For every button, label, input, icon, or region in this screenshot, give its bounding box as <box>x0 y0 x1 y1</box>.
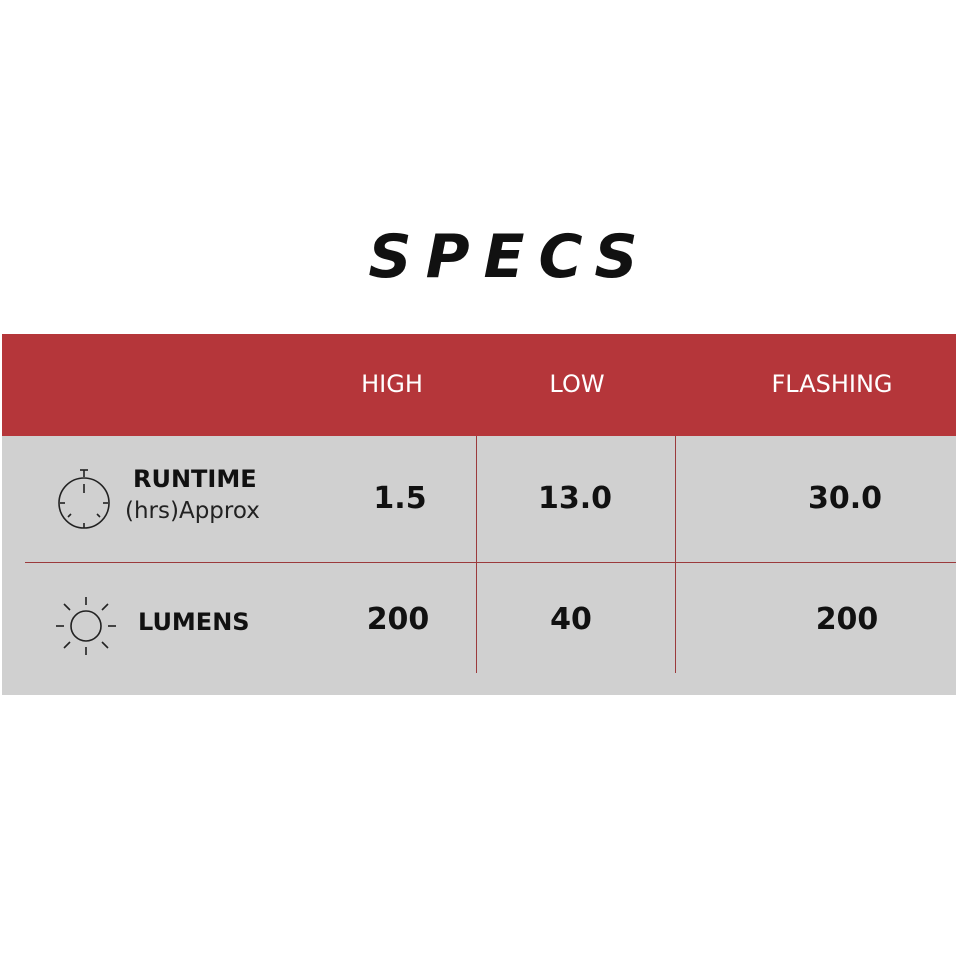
lumens-low-value: 40 <box>550 602 592 637</box>
runtime-low-value: 13.0 <box>537 481 613 516</box>
runtime-sublabel: (hrs)Approx <box>125 498 260 524</box>
lumens-label: LUMENS <box>138 608 250 636</box>
stopwatch-icon <box>58 469 110 529</box>
lumens-flashing-value: 200 <box>815 602 879 637</box>
column-divider <box>675 436 676 673</box>
table-body: RUNTIME (hrs)Approx 1.5 13.0 30.0 LUMENS… <box>2 436 956 695</box>
column-header-low: LOW <box>549 370 605 398</box>
column-header-high: HIGH <box>361 370 423 398</box>
row-divider <box>25 562 956 563</box>
runtime-flashing-value: 30.0 <box>807 481 883 516</box>
runtime-high-value: 1.5 <box>373 481 427 516</box>
runtime-label: RUNTIME <box>133 465 257 493</box>
page-title: SPECS <box>368 222 652 292</box>
table-header: HIGH LOW FLASHING <box>2 334 956 436</box>
column-divider <box>476 436 477 673</box>
lumens-high-value: 200 <box>366 602 430 637</box>
column-header-flashing: FLASHING <box>771 370 893 398</box>
sun-icon <box>56 597 116 655</box>
